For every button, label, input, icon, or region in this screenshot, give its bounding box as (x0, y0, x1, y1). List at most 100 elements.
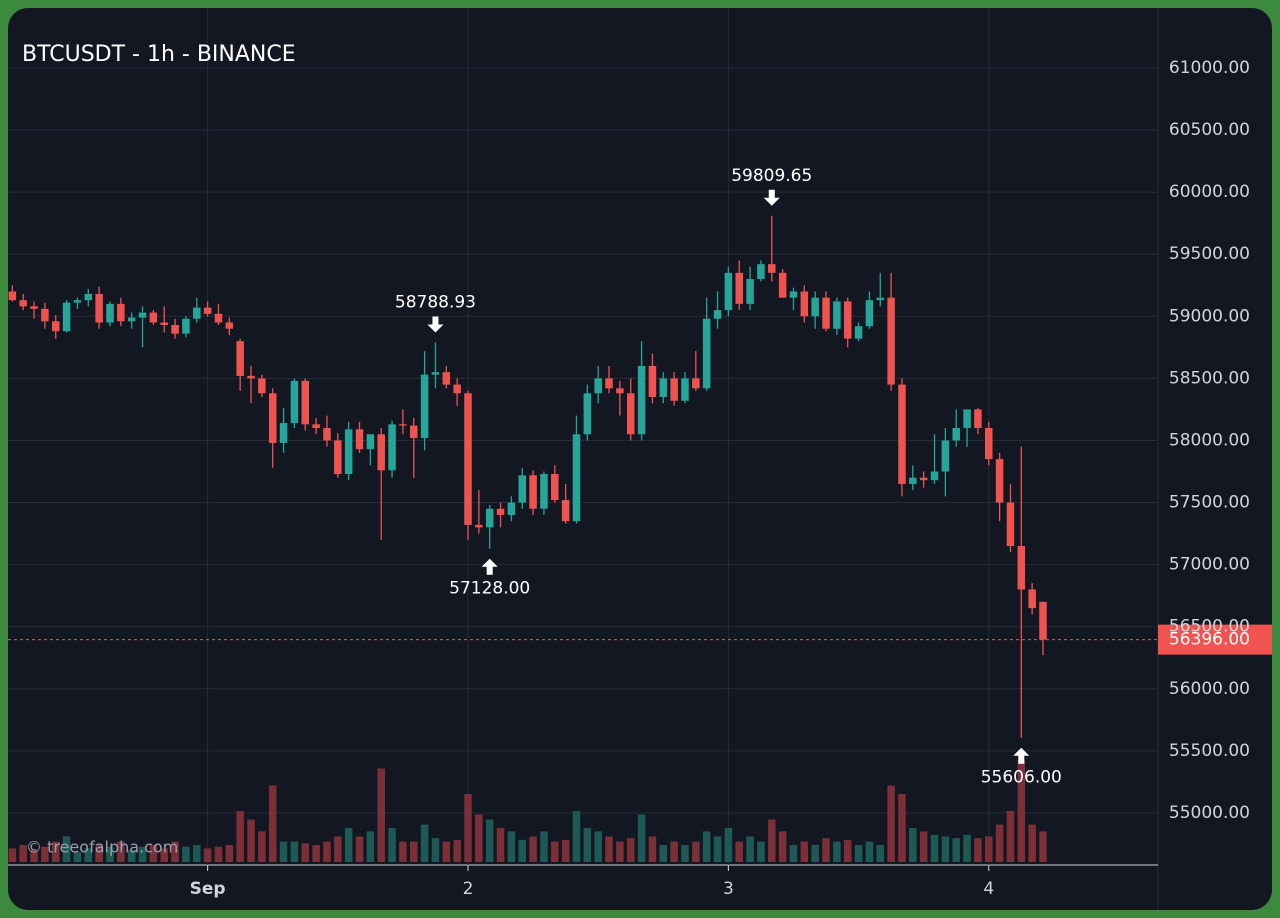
candle-body (41, 308, 49, 322)
volume-bar (746, 836, 754, 862)
volume-bar (30, 850, 38, 862)
volume-bar (366, 831, 375, 862)
volume-bar (876, 845, 885, 862)
y-tick-label: 55000.00 (1169, 803, 1250, 823)
volume (8, 760, 1047, 862)
candle-body (138, 312, 147, 318)
volume-bar (963, 834, 971, 862)
candle-body (171, 324, 179, 334)
volume-bar (605, 836, 613, 862)
candle-body (366, 434, 375, 450)
panel (8, 8, 1272, 910)
candle-body (854, 326, 863, 339)
volume-bar (41, 846, 49, 862)
volume-bar (171, 841, 179, 862)
candle-body (496, 508, 505, 515)
volume-bar (952, 838, 960, 862)
volume-bar (518, 839, 526, 862)
volume-bar (811, 845, 819, 862)
volume-bar (388, 828, 396, 862)
candle-body (214, 313, 223, 323)
volume-bar (637, 814, 646, 862)
annotation-arrow (763, 189, 780, 206)
volume-bar (301, 843, 310, 862)
candle-body (724, 272, 733, 311)
volume-bar (127, 850, 136, 862)
candle-body (225, 322, 234, 329)
y-tick-label: 56000.00 (1169, 679, 1250, 699)
volume-bar (19, 845, 27, 862)
candle-body (258, 378, 266, 394)
candle-body (518, 475, 526, 503)
candle-body (778, 272, 787, 298)
candle-body (1039, 601, 1047, 640)
candle-body (344, 429, 353, 474)
volume-bar (909, 828, 917, 862)
volume-bar (551, 841, 559, 862)
volume-bar (583, 828, 592, 862)
volume-bar (735, 841, 743, 862)
volume-bar (1039, 831, 1047, 862)
x-tick-label: Sep (190, 879, 226, 899)
candle-body (160, 322, 168, 325)
candle-body (670, 378, 678, 401)
candle-body (735, 272, 743, 304)
volume-bar (117, 841, 125, 862)
candle-body (909, 477, 917, 484)
volume-bar (138, 846, 147, 862)
volume-bar (616, 841, 624, 862)
candle-body (963, 409, 971, 429)
candle-body (453, 384, 461, 394)
annotation-arrow (427, 316, 444, 333)
volume-bar (507, 831, 516, 862)
candle-body (420, 374, 429, 438)
volume-bar (692, 841, 700, 862)
volume-bar (800, 841, 809, 862)
y-tick-label: 57000.00 (1169, 555, 1250, 575)
candle-body (290, 380, 299, 424)
candle-body (833, 301, 841, 329)
overlay: 56396.00 58788.93 57128.00 59809.65 55606.00 (8, 166, 1272, 788)
annotation-label: 59809.65 (731, 166, 812, 186)
volume-bar (355, 836, 364, 862)
candle-body (768, 264, 776, 273)
candle-body (898, 384, 906, 484)
candle-body (681, 378, 689, 401)
candle-body (312, 424, 320, 429)
volume-bar (1006, 811, 1015, 862)
volume-bar (865, 841, 874, 862)
candle-body (811, 297, 819, 317)
volume-bar (919, 831, 928, 862)
candle-body (887, 297, 895, 385)
y-tick-label: 58500.00 (1169, 368, 1250, 388)
candle-body (73, 300, 82, 303)
candle-body (149, 312, 158, 323)
candle-body (876, 297, 885, 301)
volume-bar (659, 845, 668, 862)
volume-bar (420, 824, 429, 862)
candle-body (941, 440, 950, 472)
candle-body (930, 471, 939, 481)
candle-body (713, 310, 722, 319)
candles (8, 215, 1047, 738)
candle-body (529, 475, 537, 509)
candle-body (182, 318, 190, 334)
y-tick-label: 57500.00 (1169, 493, 1250, 513)
volume-bar (496, 828, 505, 862)
candle-body (800, 291, 809, 317)
x-tick-label: 3 (723, 879, 734, 899)
candle-body (1017, 546, 1026, 590)
y-tick-label: 56500.00 (1169, 617, 1250, 637)
volume-bar (279, 841, 288, 862)
y-tick-label: 55500.00 (1169, 741, 1250, 761)
candle-body (236, 341, 244, 376)
candle-body (974, 409, 982, 429)
candle-body (702, 318, 711, 389)
candle-body (540, 473, 548, 509)
candle-body (985, 428, 993, 460)
y-tick-label: 61000.00 (1169, 58, 1250, 78)
volume-bar (681, 845, 689, 862)
volume-bar (941, 836, 950, 862)
volume-bar (529, 836, 537, 862)
volume-bar (887, 785, 895, 862)
